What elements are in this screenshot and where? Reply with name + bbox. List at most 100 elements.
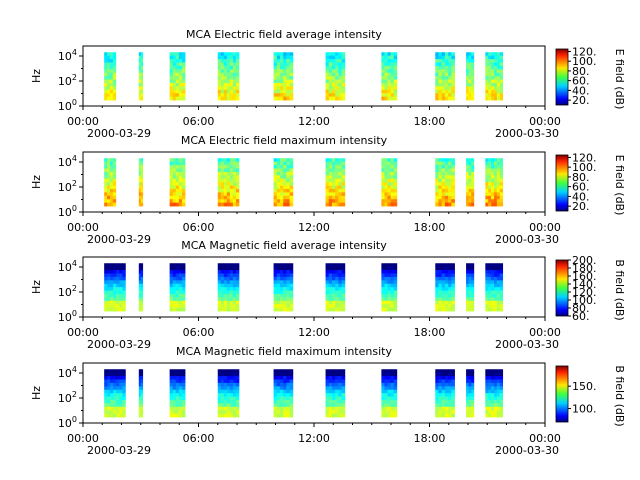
spectrogram-cell [116, 376, 120, 380]
spectrogram-cell [116, 413, 120, 418]
spectrogram-cell [335, 403, 339, 408]
spectrogram-cell [491, 185, 495, 190]
spectrogram-cell [499, 202, 504, 207]
spectrogram-cell [499, 185, 504, 190]
spectrogram-cell [116, 307, 120, 312]
spectrogram-cell [122, 300, 126, 305]
spectrogram-cell [232, 96, 237, 101]
spectrogram-cell [175, 403, 180, 408]
spectrogram-cell [113, 307, 117, 312]
spectrogram-cell [435, 399, 439, 404]
spectrogram-cell [466, 76, 470, 80]
spectrogram-cell [390, 192, 395, 197]
spectrogram-cell [493, 62, 498, 67]
spectrogram-cell [438, 188, 443, 193]
spectrogram-cell [435, 182, 439, 186]
spectrogram-cell [181, 393, 186, 397]
spectrogram-cell [220, 293, 225, 298]
spectrogram-cell [276, 276, 281, 281]
spectrogram-cell [217, 287, 222, 291]
spectrogram-cell [116, 287, 120, 291]
spectrogram-cell [466, 290, 470, 295]
spectrogram-cell [109, 192, 114, 197]
spectrogram-cell [466, 376, 470, 380]
spectrogram-cell [485, 369, 489, 374]
spectrogram-cell [223, 376, 228, 380]
spectrogram-cell [172, 372, 177, 377]
spectrogram-cell [448, 369, 452, 374]
spectrogram-cell [444, 86, 449, 91]
spectrogram-cell [226, 386, 231, 391]
spectrogram-cell [328, 297, 333, 302]
spectrogram-cell [286, 297, 291, 302]
spectrogram-cell [273, 202, 278, 207]
spectrogram-cell [496, 86, 501, 91]
spectrogram-cell [384, 59, 388, 63]
spectrogram-cell [107, 300, 111, 305]
spectrogram-cell [335, 96, 339, 101]
colorbar [555, 365, 569, 423]
spectrogram-cell [283, 69, 287, 74]
spectrogram-cell [384, 304, 388, 309]
spectrogram-cell [390, 195, 395, 200]
panel-title: MCA Magnetic field maximum intensity [176, 345, 392, 358]
spectrogram-cell [381, 55, 385, 60]
spectrogram-cell [178, 76, 183, 80]
spectrogram-cell [110, 413, 114, 418]
spectrogram-cell [335, 158, 339, 163]
spectrogram-cell [235, 79, 240, 84]
spectrogram-cell [276, 178, 281, 183]
spectrogram-cell [181, 290, 186, 295]
spectrogram-cell [471, 72, 475, 77]
spectrogram-cell [496, 188, 501, 193]
spectrogram-cell [438, 175, 443, 180]
spectrogram-cell [341, 307, 346, 312]
spectrogram-cell [466, 280, 470, 285]
spectrogram-cell [448, 185, 452, 190]
spectrogram-cell [283, 185, 287, 190]
spectrogram-cell [384, 379, 388, 384]
spectrogram-cell [451, 280, 455, 285]
spectrogram-cell [140, 273, 144, 278]
spectrogram-cell [140, 280, 144, 285]
spectrogram-cell [283, 65, 287, 70]
spectrogram-cell [220, 79, 225, 84]
spectrogram-cell [178, 300, 183, 305]
spectrogram-cell [485, 195, 489, 200]
colorbar-tick-label: 120. [572, 151, 597, 164]
spectrogram-cell [175, 168, 180, 173]
spectrogram-cell [493, 171, 498, 176]
spectrogram-cell [466, 192, 470, 197]
spectrogram-cell [220, 280, 225, 285]
spectrogram-cell [273, 403, 278, 408]
spectrogram-cell [499, 72, 504, 77]
spectrogram-cell [217, 293, 222, 298]
spectrogram-cell [232, 376, 237, 380]
spectrogram-cell [338, 376, 342, 380]
spectrogram-cell [110, 410, 114, 415]
spectrogram-cell [226, 393, 231, 397]
spectrogram-cell [387, 168, 392, 173]
spectrogram-cell [140, 158, 144, 163]
spectrogram-cell [138, 379, 142, 384]
spectrogram-cell [104, 199, 108, 204]
spectrogram-cell [451, 199, 455, 204]
spectrogram-cell [217, 273, 222, 278]
spectrogram-cell [466, 382, 470, 387]
spectrogram-cell [220, 376, 225, 380]
spectrogram-cell [169, 399, 174, 404]
spectrogram-cell [172, 93, 177, 98]
spectrogram-cell [471, 307, 475, 312]
spectrogram-cell [335, 93, 339, 98]
colorbar-tick-label: 60. [572, 310, 590, 323]
spectrogram-cell [217, 168, 222, 173]
spectrogram-cell [217, 158, 222, 163]
spectrogram-cell [499, 158, 504, 163]
spectrogram-cell [444, 158, 449, 163]
spectrogram-cell [338, 65, 342, 70]
spectrogram-cell [328, 202, 333, 207]
spectrogram-cell [338, 293, 342, 298]
spectrogram-cell [122, 369, 126, 374]
spectrogram-cell [466, 270, 470, 274]
spectrogram-cell [229, 386, 234, 391]
